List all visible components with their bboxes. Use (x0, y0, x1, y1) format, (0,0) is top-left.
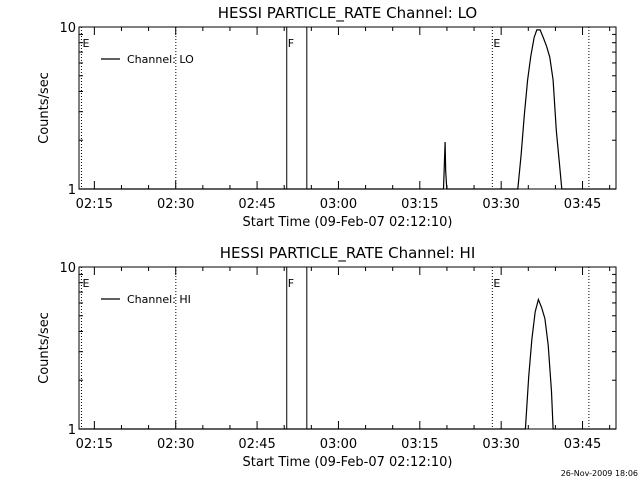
x-tick-label: 02:30 (157, 437, 194, 452)
x-tick-label: 03:00 (320, 197, 357, 212)
marker-label: E (493, 37, 500, 50)
x-tick-label: 03:45 (564, 437, 601, 452)
x-tick-label: 02:15 (76, 197, 113, 212)
x-tick-label: 02:30 (157, 197, 194, 212)
plot-frame (78, 266, 617, 430)
marker-label: F (288, 277, 294, 290)
y-tick-label: 10 (59, 261, 76, 276)
legend-label: Channel: LO (127, 53, 194, 66)
footer-timestamp: 26-Nov-2009 18:06 (561, 469, 638, 478)
marker-label: E (82, 37, 89, 50)
y-axis-label: Counts/sec (37, 312, 52, 384)
y-tick-label: 10 (59, 21, 76, 36)
chart-title: HESSI PARTICLE_RATE Channel: HI (220, 244, 476, 263)
y-tick-label: 1 (68, 423, 76, 438)
series-line (79, 29, 616, 190)
panel-channel-hi: HESSI PARTICLE_RATE Channel: HI 02:15 02:3… (37, 244, 617, 470)
marker-label: E (493, 277, 500, 290)
x-axis-label: Start Time (09-Feb-07 02:12:10) (243, 455, 453, 470)
y-tick-label: 1 (68, 183, 76, 198)
x-tick-label: 02:45 (238, 437, 275, 452)
x-axis-label: Start Time (09-Feb-07 02:12:10) (243, 215, 453, 230)
plot-frame (78, 26, 617, 190)
marker-label: F (288, 37, 294, 50)
x-tick-label: 03:30 (482, 197, 519, 212)
x-tick-label: 02:15 (76, 437, 113, 452)
marker-label: E (82, 277, 89, 290)
y-axis-label: Counts/sec (37, 72, 52, 144)
legend-label: Channel: HI (127, 293, 191, 306)
x-tick-label: 03:15 (401, 437, 438, 452)
x-tick-label: 03:15 (401, 197, 438, 212)
x-tick-label: 03:00 (320, 437, 357, 452)
x-tick-label: 02:45 (238, 197, 275, 212)
panel-channel-lo: HESSI PARTICLE_RATE Channel: LO 02:15 02:3… (37, 4, 617, 230)
x-tick-label: 03:45 (564, 197, 601, 212)
series-line (79, 297, 616, 430)
chart-title: HESSI PARTICLE_RATE Channel: LO (218, 4, 477, 23)
x-tick-label: 03:30 (482, 437, 519, 452)
